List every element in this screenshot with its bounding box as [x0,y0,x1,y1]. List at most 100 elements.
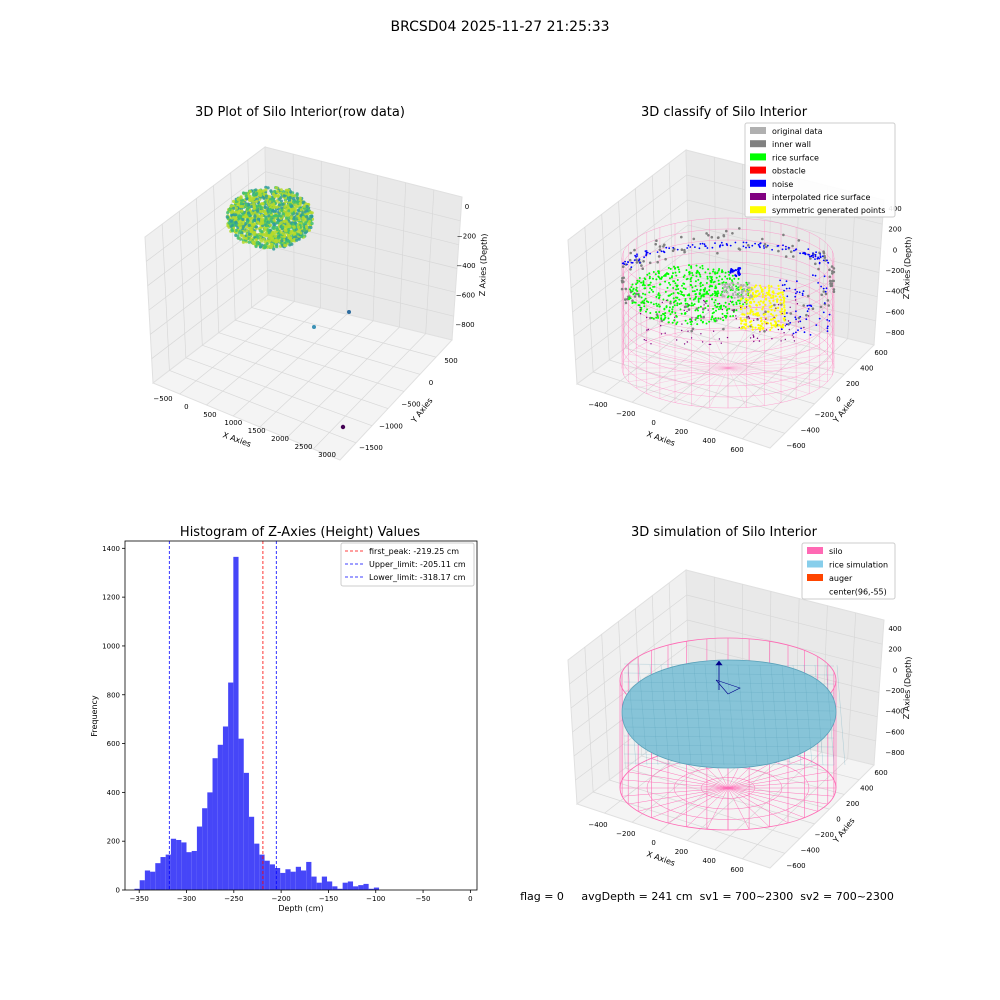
rice-surface-point [658,305,661,308]
noise-point [734,241,737,244]
raw-cloud-point [268,200,272,204]
symmetric-point [779,291,783,294]
silo-floor-spoke [727,367,828,382]
symmetric-point [779,310,782,313]
rice-surface-point [695,264,698,267]
simulation-legend-swatch [807,547,823,554]
symmetric-point [770,326,773,329]
symmetric-point [755,308,758,311]
symmetric-point [783,297,786,300]
histogram-bar [207,792,213,890]
raw-cloud-point [304,224,308,228]
noise-point [643,256,645,259]
raw-cloud-point [253,218,257,222]
inner-wall-point [826,299,830,302]
rice-surface-point [690,276,693,279]
rice-mesh-line [638,664,648,766]
interpolated-point [718,338,721,340]
symmetric-point [740,319,743,322]
classify-legend-label: interpolated rice surface [772,193,870,202]
symmetric-point [772,317,775,320]
noise-point [780,328,783,331]
gridline [570,199,688,289]
original-point [734,291,737,294]
rice-surface-point [714,304,717,307]
histogram-bar [337,888,343,890]
rice-surface-point [715,309,717,312]
silo-floor-spoke [727,779,834,789]
raw-cloud-point [293,203,297,207]
inner-wall-point [830,265,834,268]
symmetric-point [751,291,755,295]
interpolated-point [744,301,746,304]
noise-point [627,261,629,263]
raw-cloud-point [252,222,256,227]
silo-floor-spoke [727,330,765,369]
rice-surface-point [680,312,683,315]
rice-surface [621,659,837,769]
rice-surface-point [648,277,651,280]
noise-point [812,274,814,277]
simulation-legend-label: center(96,-55) [829,588,887,597]
noise-point [814,255,817,258]
rice-surface-point [657,303,660,306]
rice-surface-point [683,294,686,297]
symmetric-point [766,293,770,296]
rice-surface-point [677,268,680,271]
rice-surface-point [682,276,685,278]
symmetric-point [771,314,774,317]
rice-surface-point [648,275,651,278]
noise-point [719,245,721,247]
rice-surface-point [685,269,688,272]
inner-wall-point [817,267,820,271]
simulation-x-tick-label: 0 [651,839,655,847]
symmetric-point [770,324,773,327]
simulation-x-axis-label: X Axies [645,849,676,868]
histogram-x-tick-label: −150 [319,895,338,903]
raw-x-tick-label: 2000 [271,435,289,443]
histogram-x-tick-label: 0 [468,895,472,903]
rice-surface-point [684,298,687,300]
histogram-bar [181,842,187,890]
raw-x-tick-label: 2500 [295,443,313,451]
histogram-legend-label: Upper_limit: -205.11 cm [369,560,466,569]
symmetric-point [745,301,748,304]
interpolated-point [707,309,709,311]
rice-surface-point [726,312,729,315]
rice-surface-point [735,301,738,304]
raw-z-axis-label: Z Axies (Depth) [478,233,489,296]
interpolated-point [726,336,729,339]
gridline [625,347,815,405]
noise-point [745,246,747,249]
raw-cloud-point [306,222,311,226]
noise-point [742,245,745,248]
inner-wall-point [802,304,805,307]
noise-point [656,251,659,254]
histogram-bar [144,870,151,890]
noise-point [807,308,810,310]
raw-cloud-point [237,198,241,202]
rice-surface-point [691,272,694,274]
interpolated-point [756,318,758,320]
interpolated-point [681,323,683,325]
silo-floor-spoke [727,328,747,369]
histogram-bar [295,866,301,890]
raw-cloud-point [253,210,257,214]
symmetric-point [782,326,785,329]
rice-mesh-line [623,726,835,730]
raw-x-ticks: −500 0 500 1000 1500 2000 2500 3000 [153,395,336,459]
noise-point [818,261,821,264]
rice-surface-point [634,301,637,304]
raw-cloud-point [241,217,245,222]
rice-mesh-line [693,664,703,766]
inner-wall-point [628,258,632,262]
inner-wall-point [634,292,638,296]
raw-cloud-point [289,230,293,235]
silo-floor-spoke [727,367,833,376]
raw-cloud-point [254,238,258,242]
symmetric-point [757,301,760,304]
raw-cloud-point [281,212,285,216]
rice-surface-point [669,283,672,286]
interpolated-point [783,332,785,334]
